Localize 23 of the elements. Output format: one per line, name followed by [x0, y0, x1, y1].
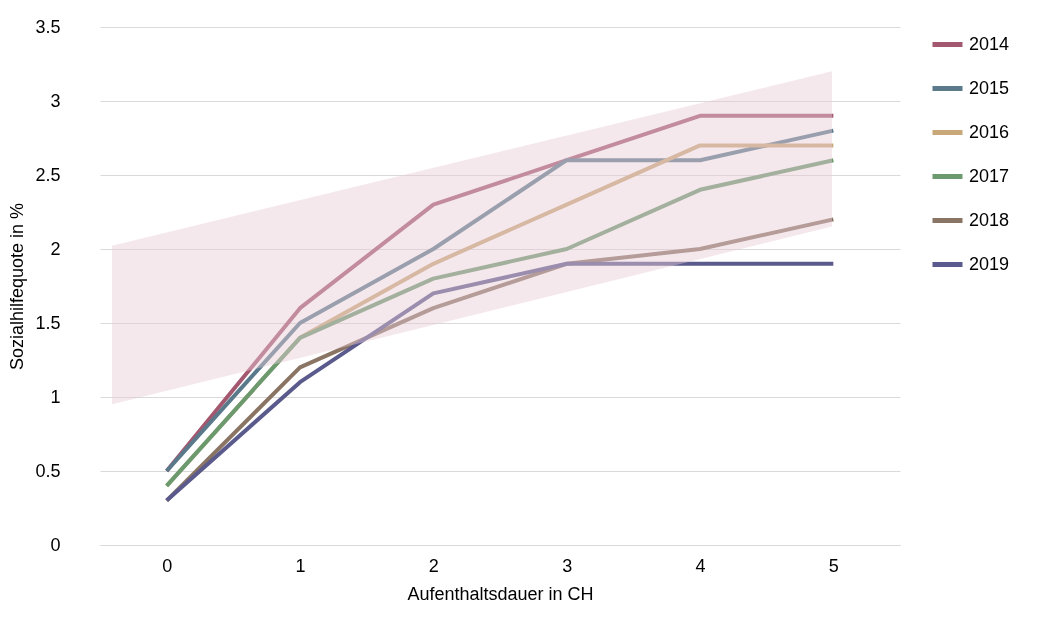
y-tick-label: 1.5 — [35, 312, 61, 333]
legend-label: 2019 — [969, 253, 1010, 274]
y-tick-label: 3 — [50, 90, 61, 111]
x-tick-label: 4 — [695, 555, 706, 576]
x-tick-label: 2 — [428, 555, 439, 576]
legend-label: 2015 — [969, 77, 1010, 98]
y-tick-label: 2.5 — [35, 164, 61, 185]
legend-label: 2014 — [969, 33, 1010, 54]
y-tick-label: 0.5 — [35, 460, 61, 481]
y-axis-title: Sozialhilfequote in % — [7, 202, 28, 371]
legend-label: 2018 — [969, 209, 1010, 230]
y-tick-label: 1 — [50, 386, 61, 407]
y-tick-label: 2 — [50, 238, 61, 259]
x-tick-label: 0 — [162, 555, 173, 576]
line-series — [164, 261, 836, 503]
x-tick-label: 1 — [295, 555, 306, 576]
x-axis-title: Aufenthaltsdauer in CH — [407, 583, 594, 604]
x-tick-label: 3 — [562, 555, 573, 576]
legend-label: 2017 — [969, 165, 1010, 186]
y-tick-label: 0 — [50, 534, 61, 555]
y-tick-label: 3.5 — [35, 16, 61, 37]
legend-label: 2016 — [969, 121, 1010, 142]
x-tick-label: 5 — [828, 555, 839, 576]
